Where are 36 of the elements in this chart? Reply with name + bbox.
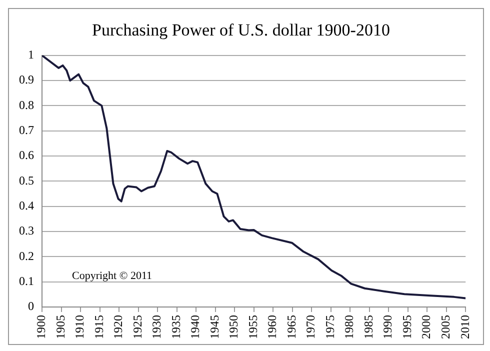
x-tick-label: 1925 — [130, 315, 144, 339]
x-tick-label: 1960 — [265, 315, 280, 339]
x-tick-label: 1935 — [168, 315, 183, 339]
x-tick-label: 1900 — [34, 315, 48, 339]
y-tick-label: 0 — [28, 299, 34, 314]
y-tick-label: 0.3 — [19, 224, 34, 238]
x-tick-label: 2010 — [458, 315, 472, 339]
x-tick-label: 1990 — [380, 315, 395, 339]
annotation: Copyright © 2011 — [72, 270, 152, 282]
y-tick-label: 0.6 — [19, 148, 34, 162]
x-tick-label: 1910 — [72, 315, 87, 339]
x-tick-label: 1980 — [342, 315, 356, 339]
chart-title: Purchasing Power of U.S. dollar 1900-2010 — [92, 20, 390, 40]
x-tick-label: 1995 — [400, 315, 414, 339]
y-tick-label: 0.8 — [19, 98, 34, 112]
x-tick-label: 1905 — [53, 315, 68, 339]
y-tick-label: 0.1 — [19, 274, 34, 288]
x-tick-label: 1985 — [361, 315, 376, 339]
x-tick-label: 1945 — [207, 315, 222, 339]
x-tick-label: 1955 — [246, 315, 260, 339]
x-tick-label: 1915 — [92, 315, 106, 339]
y-tick-label: 0.7 — [19, 123, 34, 138]
x-tick-label: 1965 — [284, 315, 298, 339]
x-tick-label: 1950 — [226, 315, 241, 339]
y-tick-label: 1 — [28, 48, 34, 62]
y-tick-label: 0.9 — [19, 72, 34, 87]
x-tick-label: 1970 — [304, 315, 318, 339]
y-tick-label: 0.4 — [19, 198, 34, 213]
x-tick-label: 1975 — [322, 315, 337, 339]
x-tick-label: 1920 — [111, 315, 126, 339]
x-tick-label: 2000 — [419, 315, 434, 339]
y-tick-label: 0.2 — [19, 248, 34, 263]
x-tick-label: 1940 — [188, 315, 202, 339]
y-tick-label: 0.5 — [19, 173, 34, 188]
x-tick-label: 2005 — [438, 315, 452, 339]
x-tick-label: 1930 — [150, 315, 164, 339]
